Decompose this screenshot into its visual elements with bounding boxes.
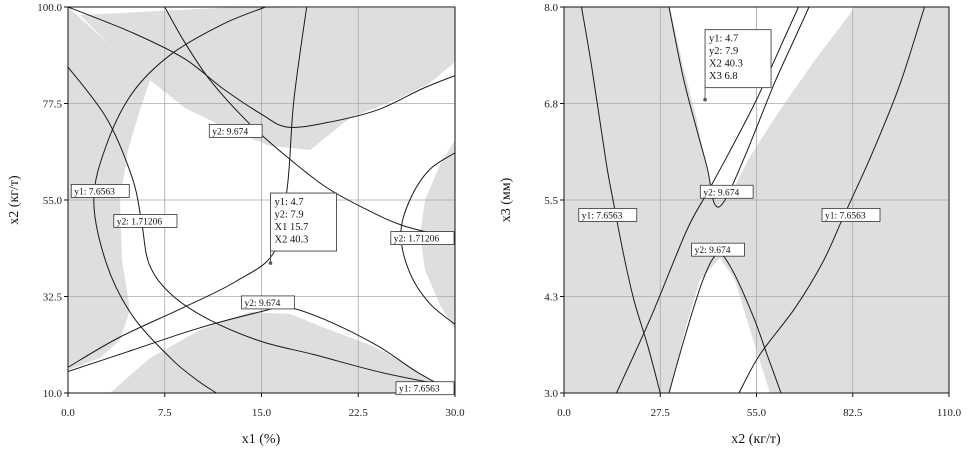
left-contour-plot: 0.0 7.5 15.0 22.5 30.0 10.0 32.5 55.0 77.5 100.0…: [7, 2, 465, 447]
left-x-tick-label: 7.5: [158, 407, 172, 419]
left-x-axis-label: x1 (%): [242, 432, 281, 447]
left-x-tick-label: 15.0: [252, 407, 272, 419]
right-contour-label: y1: 7.6563: [582, 211, 623, 221]
left-x-tick-label: 30.0: [445, 407, 465, 419]
left-contour-label: y2: 9.674: [212, 127, 248, 137]
right-x-ticks: 0.0 27.5 55.0 82.5 110.0: [557, 393, 962, 419]
right-gridlines: [564, 7, 949, 393]
left-contour-label-box: [390, 231, 455, 246]
right-info-line: X3 6.8: [709, 71, 738, 82]
left-x-tick-label: 22.5: [349, 407, 369, 419]
right-y-tick-label: 8.0: [544, 2, 558, 14]
right-contour-line: [668, 7, 810, 208]
left-info-line: X1 15.7: [275, 222, 309, 233]
left-shade-top-right: [80, 7, 455, 150]
right-x-tick-label: 82.5: [843, 407, 863, 419]
right-x-tick-label: 0.0: [557, 407, 571, 419]
left-contour-label: y1: 7.6563: [74, 187, 115, 197]
left-y-ticks: 10.0 32.5 55.0 77.5 100.0: [37, 2, 68, 400]
right-contour-line: [738, 7, 925, 393]
left-contour-label: y2: 1.71206: [117, 217, 163, 227]
left-contour-label: y2: 1.71206: [394, 235, 440, 245]
left-contour-label-box: [395, 381, 455, 396]
right-x-axis-label: x2 (кг/т): [731, 432, 781, 447]
left-contour-line: [93, 7, 266, 393]
left-y-tick-label: 55.0: [43, 195, 63, 207]
right-y-tick-label: 4.3: [544, 292, 558, 304]
right-contour-label-box: [691, 242, 745, 257]
left-shade-bottom: [110, 312, 455, 393]
left-contour-label-box: [113, 214, 178, 228]
right-y-tick-label: 6.8: [544, 99, 558, 111]
left-y-axis-label: x2 (кг/т): [7, 175, 22, 225]
right-contour-label: y2: 9.674: [695, 246, 731, 256]
right-info-line: y1: 4.7: [709, 34, 738, 45]
right-info-line: X2 40.3: [709, 59, 743, 70]
left-y-tick-label: 77.5: [43, 99, 63, 111]
left-contour-line: [68, 7, 455, 128]
left-contour-lines: [68, 7, 455, 393]
right-contour-label-box: [821, 208, 881, 222]
right-x-tick-label: 27.5: [651, 407, 671, 419]
left-x-ticks: 0.0 7.5 15.0 22.5 30.0: [61, 393, 465, 419]
right-info-panel: [704, 29, 772, 89]
left-info-line: y1: 4.7: [275, 197, 304, 208]
right-contour-line: [616, 7, 799, 393]
left-info-line: y2: 7.9: [275, 210, 304, 221]
right-contour-label-box: [699, 184, 754, 199]
right-contour-labels: y1: 7.6563 y2: 9.674 y2: 9.674 y1: 7.6563: [578, 184, 881, 257]
right-y-tick-label: 3.0: [544, 388, 558, 400]
right-y-ticks: 3.0 4.3 5.5 6.8 8.0: [544, 2, 564, 400]
right-contour-label-box: [578, 208, 638, 222]
right-info-point: [703, 97, 707, 102]
left-contour-label-box: [241, 295, 295, 310]
left-contour-line: [68, 7, 308, 368]
right-x-tick-label: 110.0: [937, 407, 962, 419]
right-contour-lines: [581, 7, 925, 393]
left-info-box: y1: 4.7 y2: 7.9X1 15.7 X2 40.3: [268, 192, 337, 265]
left-contour-labels: y1: 7.6563 y2: 1.71206 y2: 9.674 y2: 1.7120…: [70, 123, 455, 396]
left-info-panel: [270, 192, 337, 252]
right-info-box: y1: 4.7y2: 7.9 X2 40.3X3 6.8: [703, 29, 772, 102]
right-y-axis-label: x3 (мм): [499, 177, 514, 222]
left-info-line: X2 40.3: [275, 235, 309, 246]
left-contour-line: [164, 7, 455, 240]
right-contour-plot: 0.0 27.5 55.0 82.5 110.0 3.0 4.3 5.5 6.8 8.0 y1:…: [499, 2, 962, 447]
left-gridlines: [68, 7, 455, 393]
right-info-line: y2: 7.9: [709, 46, 738, 57]
right-contour-label: y2: 9.674: [703, 188, 739, 198]
right-y-tick-label: 5.5: [544, 195, 558, 207]
left-y-tick-label: 10.0: [43, 388, 63, 400]
right-contour-label: y1: 7.6563: [825, 211, 866, 221]
left-x-tick-label: 0.0: [61, 407, 75, 419]
right-x-tick-label: 55.0: [747, 407, 767, 419]
left-y-tick-label: 32.5: [43, 292, 63, 304]
left-contour-label-box: [208, 123, 263, 138]
left-contour-label-box: [70, 184, 130, 198]
left-y-tick-label: 100.0: [37, 2, 62, 14]
left-contour-label: y1: 7.6563: [399, 385, 440, 395]
left-contour-label: y2: 9.674: [245, 299, 281, 309]
left-info-point: [268, 261, 273, 265]
